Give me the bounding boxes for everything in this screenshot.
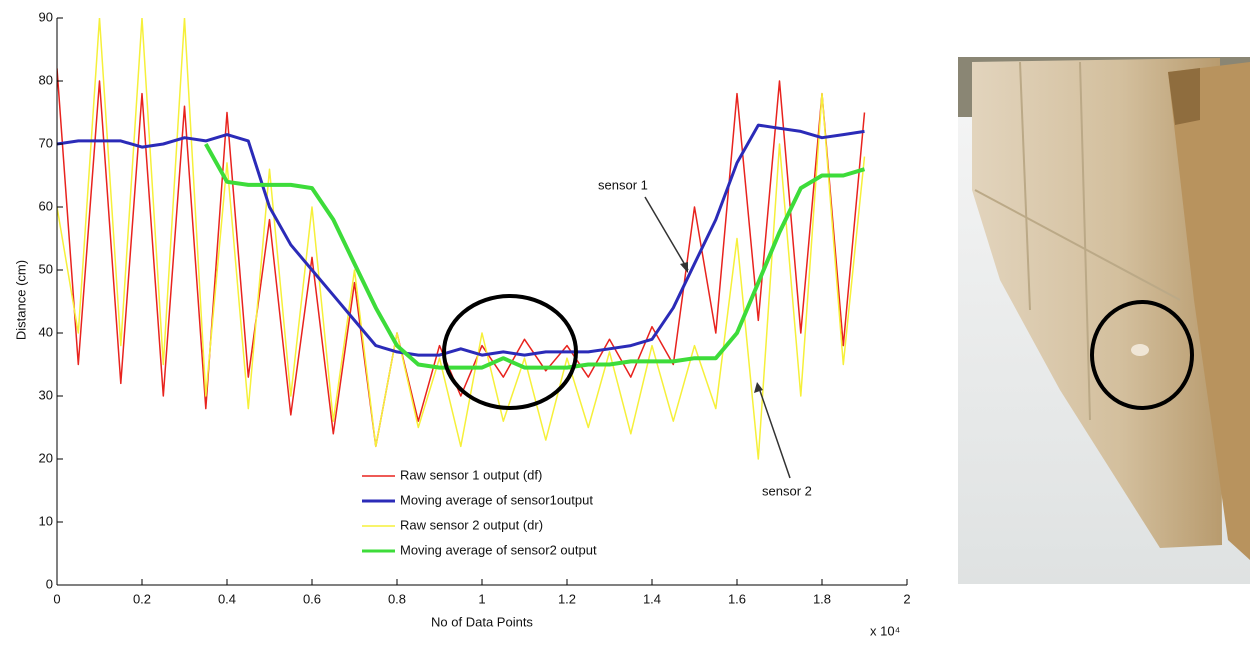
y-tick-label: 50 — [39, 261, 53, 276]
y-tick-label: 80 — [39, 72, 53, 87]
legend-label: Moving average of sensor1output — [400, 492, 593, 507]
x-tick-label: 0.6 — [303, 591, 321, 606]
y-axis-label: Distance (cm) — [13, 260, 28, 340]
x-tick-label: 1.4 — [643, 591, 661, 606]
legend-label: Raw sensor 2 output (dr) — [400, 517, 543, 532]
x-tick-label: 2 — [903, 591, 910, 606]
y-tick-label: 30 — [39, 387, 53, 402]
highlight-circle — [442, 294, 578, 410]
annotation-arrow — [757, 384, 791, 479]
annotation-arrow — [644, 196, 689, 271]
y-tick-label: 20 — [39, 450, 53, 465]
x-tick-label: 1.8 — [813, 591, 831, 606]
series-line — [57, 123, 865, 357]
x-tick-label: 0.2 — [133, 591, 151, 606]
series-line — [57, 68, 866, 448]
series-line — [204, 143, 866, 370]
x-tick-label: 1.2 — [558, 591, 576, 606]
y-tick-label: 0 — [46, 576, 53, 591]
x-tick-label: 0.8 — [388, 591, 406, 606]
y-tick-label: 90 — [39, 9, 53, 24]
plot-area — [57, 18, 866, 460]
legend-label: Raw sensor 1 output (df) — [400, 467, 542, 482]
y-tick-label: 70 — [39, 135, 53, 150]
y-tick-label: 10 — [39, 513, 53, 528]
photo — [958, 57, 1250, 584]
x-tick-label: 0 — [53, 591, 60, 606]
y-tick-label: 60 — [39, 198, 53, 213]
annotation: sensor 1 — [598, 177, 648, 192]
y-tick-label: 40 — [39, 324, 53, 339]
arrow-head — [754, 382, 763, 393]
arrow-head — [680, 262, 688, 273]
annotation: sensor 2 — [762, 483, 812, 498]
x-axis-label: No of Data Points — [431, 614, 533, 629]
x-tick-label: 1.6 — [728, 591, 746, 606]
legend-label: Moving average of sensor2 output — [400, 542, 597, 557]
x-tick-label: 1 — [478, 591, 485, 606]
x-multiplier: x 10⁴ — [870, 623, 900, 638]
x-tick-label: 0.4 — [218, 591, 236, 606]
series-line — [57, 18, 866, 460]
